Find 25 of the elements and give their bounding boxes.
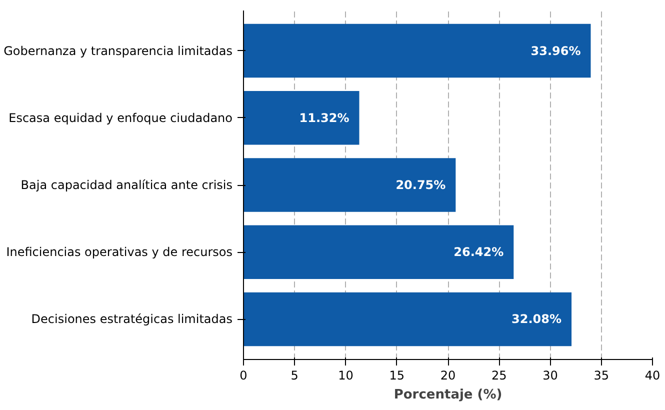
data-label: 20.75% <box>396 178 446 192</box>
bar <box>244 158 456 212</box>
data-label: 32.08% <box>512 312 562 326</box>
x-tick-label: 35 <box>594 368 610 382</box>
x-tick-label: 10 <box>338 368 354 382</box>
y-tick-label: Baja capacidad analítica ante crisis <box>20 178 233 192</box>
x-tick-label: 40 <box>644 368 660 382</box>
y-tick-label: Decisiones estratégicas limitadas <box>31 312 233 326</box>
bar <box>244 225 514 279</box>
x-tick-label: 20 <box>440 368 456 382</box>
data-label: 26.42% <box>454 245 504 260</box>
x-tick-label: 30 <box>542 368 558 382</box>
y-tick-label: Escasa equidad y enfoque ciudadano <box>8 110 233 125</box>
bar <box>244 24 591 78</box>
bar <box>244 292 572 346</box>
data-label: 33.96% <box>530 44 581 58</box>
data-label: 11.32% <box>299 110 350 125</box>
y-tick-label: Gobernanza y transparencia limitadas <box>4 44 233 58</box>
bar <box>244 91 360 145</box>
y-tick-label: Ineficiencias operativas y de recursos <box>6 245 232 260</box>
x-axis-title: Porcentaje (%) <box>394 388 502 402</box>
x-tick-label: 0 <box>240 368 248 382</box>
x-tick-label: 25 <box>491 368 507 382</box>
x-tick-label: 5 <box>290 368 298 382</box>
x-tick-label: 15 <box>389 368 405 382</box>
